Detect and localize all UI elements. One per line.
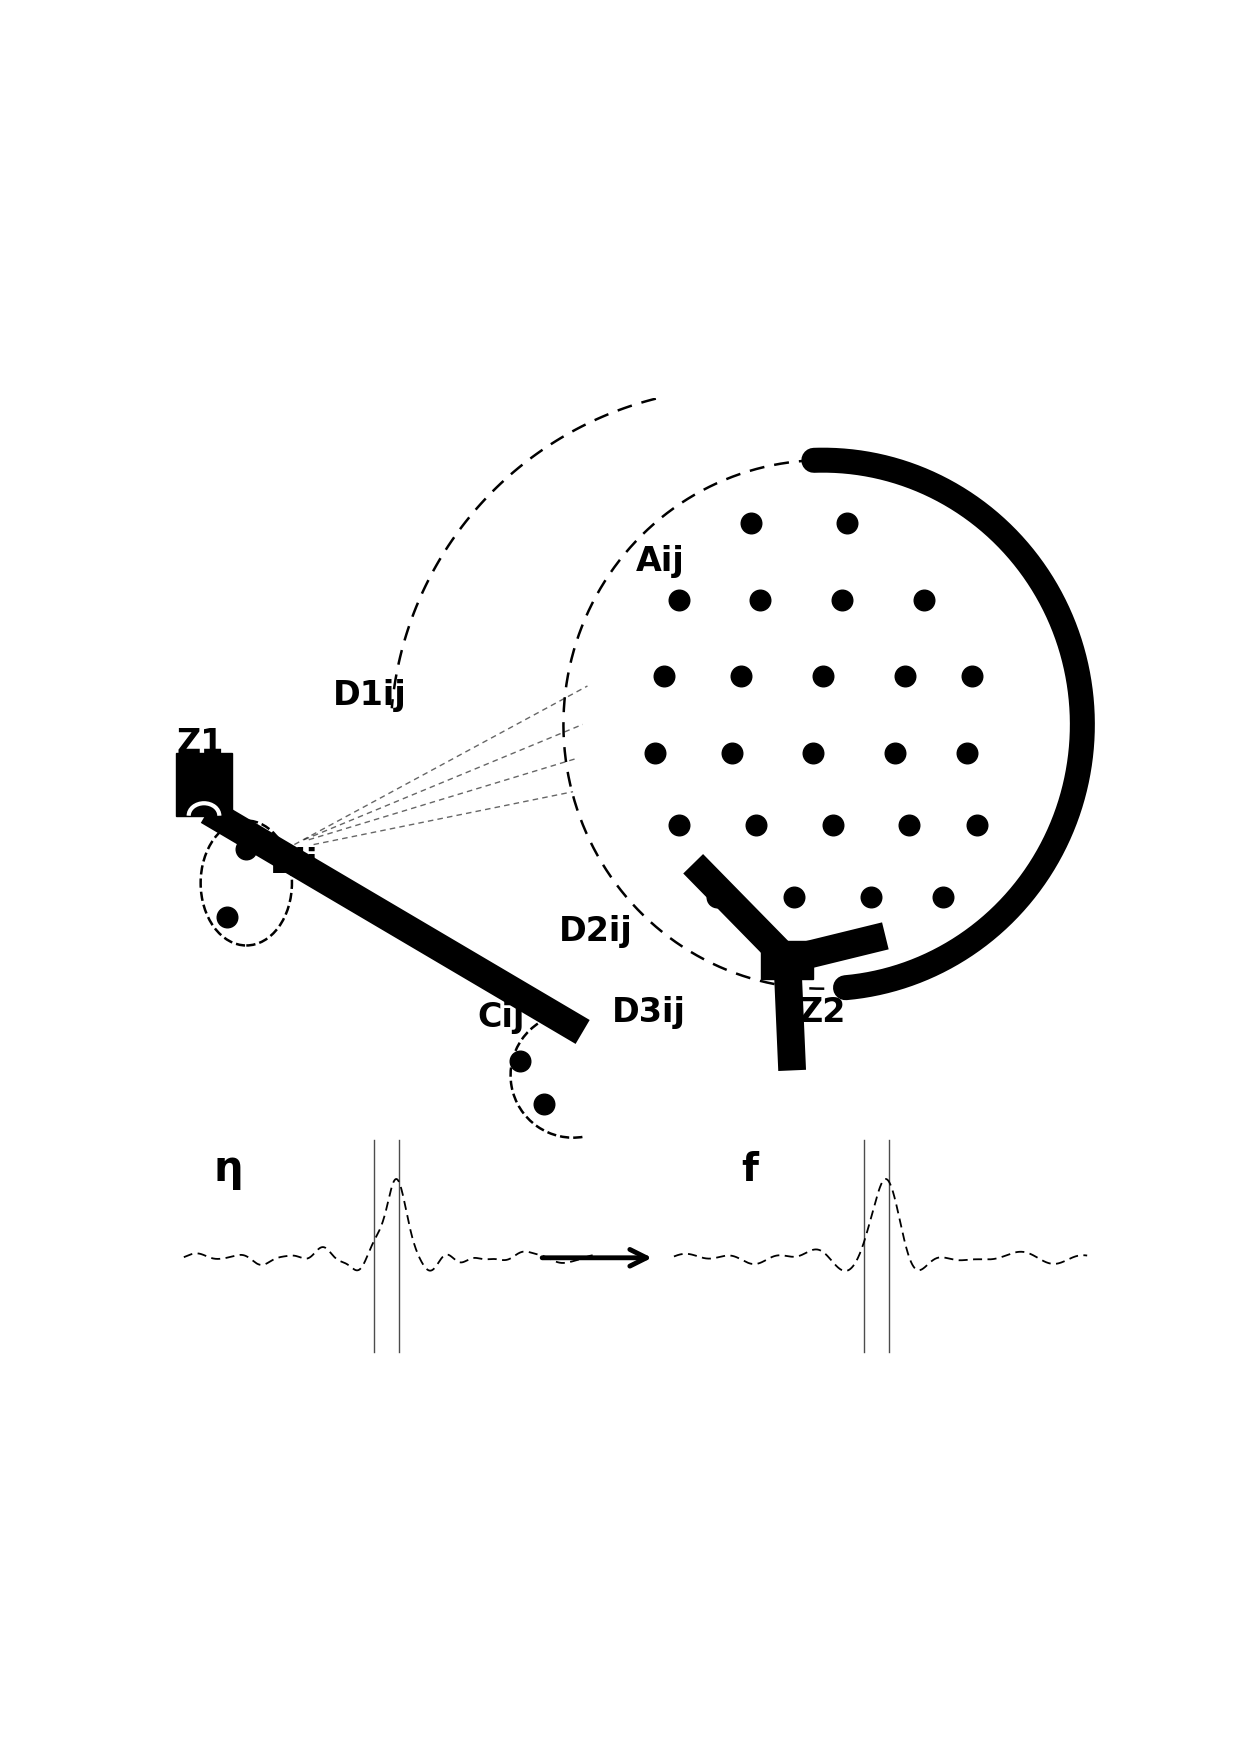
Point [645,739,665,767]
Text: Z2: Z2 [799,996,846,1029]
Point [962,663,982,690]
Text: D3ij: D3ij [611,996,686,1029]
Text: $\mathbf{\eta}$: $\mathbf{\eta}$ [213,1149,241,1191]
Point [957,739,977,767]
Point [707,883,727,911]
Text: Bij: Bij [270,847,319,880]
Point [813,663,833,690]
Bar [176,753,232,816]
Point [668,586,688,614]
Point [832,586,852,614]
Point [534,1090,554,1118]
Text: D1ij: D1ij [332,680,407,713]
Text: D2ij: D2ij [558,915,632,948]
Text: $\mathbf{f}$: $\mathbf{f}$ [742,1151,760,1189]
Point [237,835,257,863]
FancyBboxPatch shape [761,941,813,979]
Point [861,883,880,911]
Ellipse shape [563,461,1083,989]
Point [895,663,915,690]
Point [732,663,751,690]
Point [899,812,919,840]
Point [750,586,770,614]
Point [967,812,987,840]
Point [742,510,761,537]
Point [932,883,952,911]
Point [722,739,742,767]
Point [745,812,765,840]
Text: Cij: Cij [477,1002,525,1035]
Point [914,586,934,614]
Point [655,663,675,690]
Point [217,903,237,930]
Point [784,883,804,911]
Point [885,739,905,767]
Text: Z1: Z1 [176,727,223,760]
Point [511,1047,531,1075]
Point [837,510,857,537]
Text: Aij: Aij [635,544,684,577]
Point [668,812,688,840]
Point [804,739,823,767]
Point [822,812,842,840]
